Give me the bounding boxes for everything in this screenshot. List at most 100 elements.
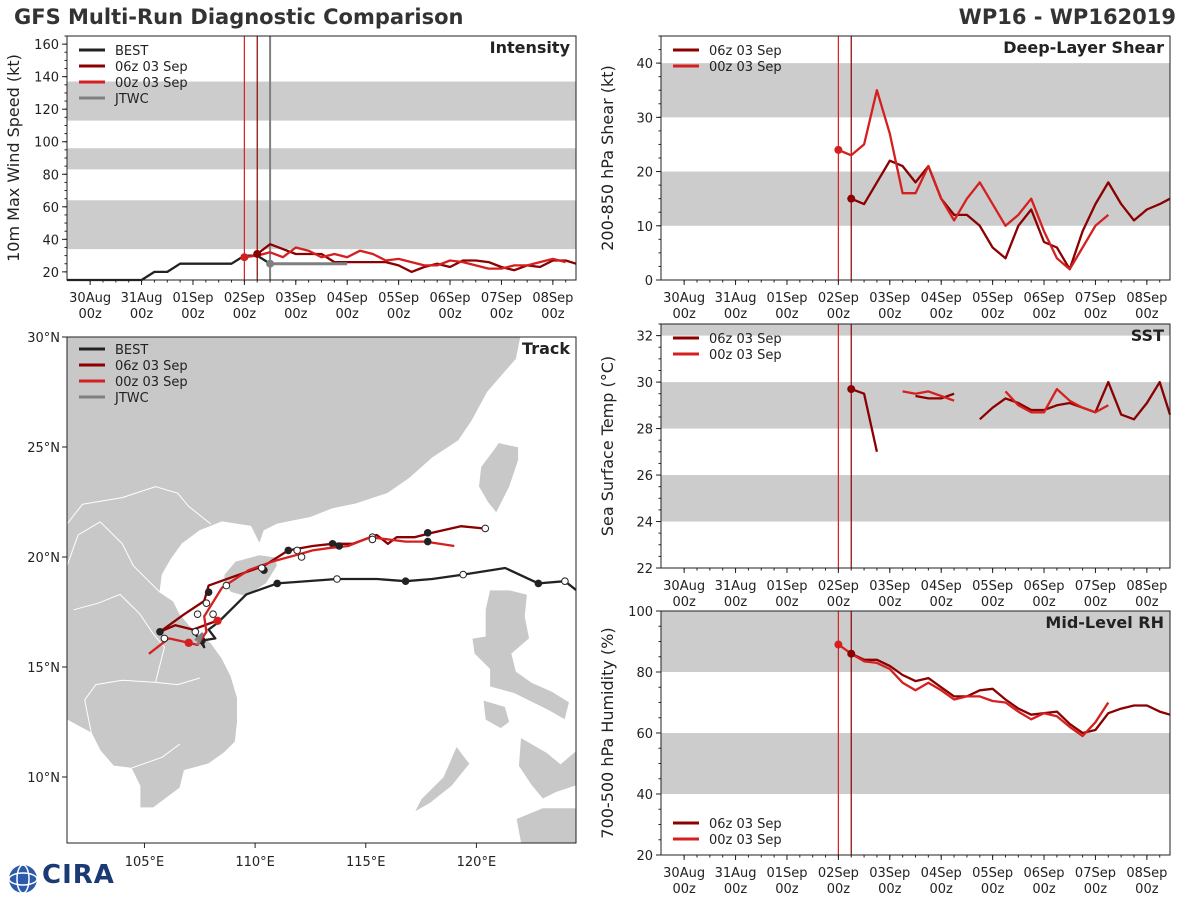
x-tick-hour: 00z (284, 307, 308, 322)
x-tick-hour: 00z (1084, 882, 1108, 897)
storm-id-label: WP16 - WP162019 (958, 5, 1176, 29)
x-tick-hour: 00z (672, 307, 696, 322)
track-start-marker-run (213, 616, 222, 625)
x-tick-day: 03Sep (869, 291, 910, 306)
series-marker-run2 (240, 253, 249, 262)
chart-sst: 22242628303230Aug00z31Aug00z01Sep00z02Se… (598, 323, 1172, 610)
lon-tick-label: 105°E (125, 855, 165, 870)
x-tick-hour: 00z (724, 882, 748, 897)
y-tick-label: 100 (628, 605, 653, 620)
lat-tick-label: 25°N (27, 441, 60, 456)
x-tick-hour: 00z (1135, 307, 1159, 322)
track-dot-filled (423, 529, 432, 537)
y-tick-label: 20 (636, 166, 653, 181)
y-tick-label: 30 (636, 111, 653, 126)
page-title: GFS Multi-Run Diagnostic Comparison (14, 5, 464, 29)
x-tick-day: 08Sep (1126, 291, 1167, 306)
shade-band (67, 148, 576, 170)
x-tick-day: 01Sep (766, 866, 807, 881)
x-tick-day: 08Sep (1126, 579, 1167, 594)
x-tick-hour: 00z (827, 307, 851, 322)
country-border (82, 486, 212, 525)
x-tick-hour: 00z (1084, 307, 1108, 322)
x-tick-day: 06Sep (430, 291, 471, 306)
y-tick-label: 140 (34, 71, 59, 86)
series-line-run1 (915, 392, 955, 400)
series-marker-run1 (253, 249, 262, 258)
y-tick-label: 100 (34, 136, 59, 151)
x-tick-hour: 00z (1032, 307, 1056, 322)
track-dot-open (297, 553, 306, 561)
track-start-marker-run (184, 638, 193, 647)
land-luzon (471, 589, 570, 721)
x-tick-hour: 00z (181, 307, 205, 322)
y-tick-label: 80 (636, 666, 653, 681)
track-dot-open (459, 570, 467, 579)
logo-text: CIRA (42, 860, 115, 890)
y-axis-label: 700-500 hPa Humidity (%) (598, 627, 617, 838)
x-tick-day: 08Sep (1126, 866, 1167, 881)
y-tick-label: 26 (636, 469, 653, 484)
x-tick-day: 04Sep (921, 291, 962, 306)
shade-band (67, 200, 576, 250)
track-dot-open (293, 546, 301, 555)
x-tick-day: 01Sep (172, 291, 213, 306)
series-marker-run1 (847, 194, 856, 203)
x-tick-hour: 00z (878, 882, 902, 897)
x-tick-day: 05Sep (972, 579, 1013, 594)
x-tick-day: 31Aug (715, 291, 757, 306)
x-tick-day: 30Aug (663, 291, 705, 306)
track-line-run2 (148, 536, 455, 655)
map-layer (67, 337, 576, 843)
x-tick-day: 04Sep (327, 291, 368, 306)
y-tick-label: 60 (636, 727, 653, 742)
legend-label: JTWC (114, 391, 149, 406)
legend-label: BEST (115, 343, 148, 358)
x-tick-day: 02Sep (818, 579, 859, 594)
y-tick-label: 0 (645, 274, 653, 289)
land-palawan (413, 745, 471, 814)
track-dot-open (193, 610, 202, 619)
series-line-run1 (850, 652, 1171, 735)
x-tick-day: 30Aug (69, 291, 111, 306)
x-tick-hour: 00z (130, 307, 154, 322)
x-tick-hour: 00z (78, 307, 102, 322)
track-dot-filled (156, 628, 164, 636)
shade-band (661, 475, 1170, 522)
x-tick-hour: 00z (827, 595, 851, 610)
x-tick-hour: 00z (827, 882, 851, 897)
track-dot-filled (204, 588, 213, 596)
x-tick-hour: 00z (672, 882, 696, 897)
lat-tick-label: 20°N (27, 551, 60, 566)
series-marker-jtwc (266, 259, 275, 268)
x-tick-hour: 00z (981, 595, 1005, 610)
shade-band (661, 324, 1170, 336)
series-marker-run2 (834, 145, 843, 154)
legend-label: 06z 03 Sep (115, 359, 188, 374)
track-dot-filled (401, 577, 410, 585)
track-dot-open (257, 564, 266, 572)
legend-label: 00z 03 Sep (709, 60, 782, 75)
x-tick-hour: 00z (1084, 595, 1108, 610)
shade-band (661, 171, 1170, 226)
shade-band (67, 81, 576, 121)
y-tick-label: 40 (636, 788, 653, 803)
y-tick-label: 80 (42, 168, 59, 183)
legend-label: 00z 03 Sep (115, 76, 188, 91)
y-tick-label: 30 (636, 376, 653, 391)
y-tick-label: 28 (636, 423, 653, 438)
country-border (131, 743, 181, 769)
y-tick-label: 40 (42, 233, 59, 248)
x-tick-hour: 00z (1032, 882, 1056, 897)
legend-label: 06z 03 Sep (709, 44, 782, 59)
track-dot-filled (284, 546, 293, 555)
series-line-run2 (837, 89, 1110, 271)
x-tick-day: 07Sep (1075, 866, 1116, 881)
panel-title: Track (522, 339, 570, 358)
shade-band (661, 63, 1170, 118)
track-dot-open (191, 628, 200, 636)
x-tick-hour: 00z (336, 307, 360, 322)
x-tick-hour: 00z (775, 307, 799, 322)
land-visayas (518, 736, 576, 800)
